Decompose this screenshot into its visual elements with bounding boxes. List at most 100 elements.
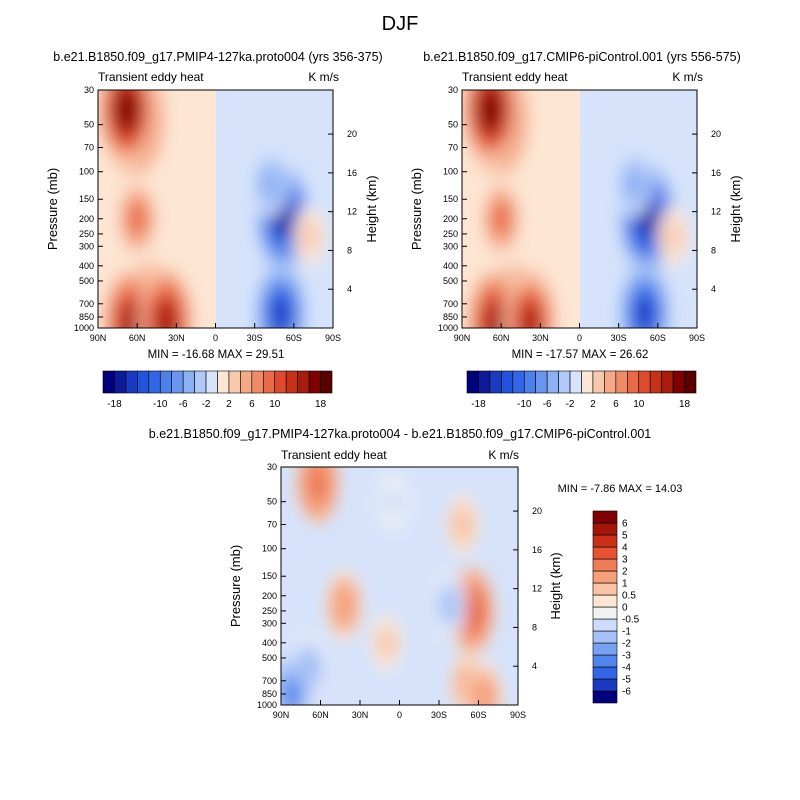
panel-1-axes: 90N 60N 30N 0 30S 60S 90S 30 50 70 100 150 200 250 300…: [74, 85, 357, 343]
colorbar-swatch: [251, 370, 264, 394]
colorbar-swatch: [159, 370, 172, 394]
panel-1-xtick-label: 90S: [325, 333, 341, 343]
panel-3-feature-9-level-4: [385, 491, 400, 513]
panel-3-ytick-label: 300: [262, 618, 277, 628]
colorbar-swatch: [501, 370, 514, 394]
colorbar-swatch: [672, 370, 685, 394]
colorbar-tick-label: 4: [622, 543, 628, 554]
panel-3-ytick-label: 150: [262, 571, 277, 581]
panel-3-xtick-label: 0: [397, 710, 402, 720]
panel-2-colorbar: -18 -10 -6 -2 2 6 10 18: [466, 370, 697, 410]
colorbar-tick-label: -6: [543, 399, 552, 410]
panel-1-ytick-label: 300: [79, 241, 94, 251]
panel-1-features: [98, 90, 326, 328]
colorbar-tick-label: 10: [633, 399, 645, 410]
panel-3-feature-8-level-4: [442, 593, 457, 617]
colorbar-tick-label: -5: [622, 675, 631, 686]
panel-1-feature-8-level-4: [271, 297, 290, 328]
colorbar-swatch: [592, 618, 618, 632]
panel-3-axes: 90N 60N 30N 0 30S 60S 90S 30 50 70 100 150 200 250 300…: [257, 462, 542, 720]
panel-3-feature-2-level-4: [463, 597, 481, 625]
panel-1-ytick-right-label: 16: [347, 168, 357, 178]
panel-3-ytick-label: 70: [267, 520, 277, 530]
panel-1-ytick-right-label: 20: [347, 129, 357, 139]
panel-3-ytick-right-label: 20: [532, 506, 542, 516]
colorbar-swatch: [114, 370, 127, 394]
panel-1-ytick-label: 70: [84, 143, 94, 153]
colorbar-swatch: [466, 370, 479, 394]
panel-2-ytick-label: 300: [443, 241, 458, 251]
panel-2-ytick-label: 30: [448, 85, 458, 95]
colorbar-tick-label: -18: [471, 399, 486, 410]
panel-1-xtick-label: 0: [213, 333, 218, 343]
panel-1-left-string: Transient eddy heat: [98, 70, 204, 84]
panel-1-xtick-label: 30N: [168, 333, 185, 343]
panel-1-ytick-right-label: 8: [347, 245, 352, 255]
panel-3-ytick-label: 250: [262, 606, 277, 616]
panel-2-feature-4-level-4: [485, 306, 505, 328]
panel-3-ytick-label: 1000: [257, 700, 277, 710]
colorbar-tick-label: 2: [590, 399, 596, 410]
panel-1-feature-4-level-4: [121, 306, 141, 328]
colorbar-swatch: [285, 370, 298, 394]
panel-1-ytick-label: 50: [84, 120, 94, 130]
colorbar-tick-label: 5: [622, 531, 628, 542]
colorbar-tick-label: 0: [622, 603, 628, 614]
panel-3-right-string: K m/s: [488, 448, 519, 462]
panel-1-xtick-label: 60S: [286, 333, 302, 343]
colorbar-swatch: [240, 370, 253, 394]
panel-2-feature-10-level-4: [666, 225, 681, 248]
colorbar-tick-label: -0.5: [622, 615, 640, 626]
colorbar-swatch: [228, 370, 241, 394]
panel-2-ytick-label: 250: [443, 229, 458, 239]
colorbar-swatch: [489, 370, 502, 394]
panel-1-xtick-label: 90N: [90, 333, 107, 343]
panel-2-ylabel: Pressure (mb): [409, 168, 424, 250]
panel-3-ytick-label: 100: [262, 544, 277, 554]
panel-1: b.e21.B1850.f09_g17.PMIP4-127ka.proto004…: [45, 50, 383, 410]
panel-3-ytick-label: 50: [267, 497, 277, 507]
panel-1-feature-10-level-4: [302, 225, 317, 248]
panel-2-ytick-label: 150: [443, 194, 458, 204]
panel-1-ytick-label: 700: [79, 299, 94, 309]
colorbar-swatch: [592, 570, 618, 584]
panel-1-ylabel-right: Height (km): [364, 175, 379, 242]
panel-3-field: [281, 467, 518, 705]
panel-3-feature-1-level-4: [336, 593, 352, 618]
panel-1-ytick-right-label: 4: [347, 284, 352, 294]
panel-1-ytick-label: 200: [79, 214, 94, 224]
colorbar-swatch: [604, 370, 617, 394]
colorbar-tick-label: -10: [517, 399, 532, 410]
colorbar-swatch: [592, 606, 618, 620]
panel-2-xtick-label: 90S: [689, 333, 705, 343]
panel-2-feature-1-level-4: [480, 93, 501, 126]
colorbar-tick-label: -1: [622, 627, 631, 638]
colorbar-swatch: [320, 370, 333, 394]
colorbar-tick-label: 0.5: [622, 591, 636, 602]
panel-3-xtick-label: 30N: [352, 710, 369, 720]
colorbar-swatch: [546, 370, 559, 394]
colorbar-tick-label: -3: [622, 651, 631, 662]
panel-3-xtick-label: 90N: [273, 710, 290, 720]
panel-2-xtick-label: 0: [577, 333, 582, 343]
colorbar-tick-label: 18: [679, 399, 691, 410]
panel-3-left-string: Transient eddy heat: [281, 448, 387, 462]
colorbar-swatch: [684, 370, 697, 394]
colorbar-swatch: [194, 370, 207, 394]
panel-2-ytick-right-label: 20: [711, 129, 721, 139]
panel-2-ytick-label: 100: [443, 167, 458, 177]
colorbar-tick-label: 6: [249, 399, 255, 410]
panel-3-minmax: MIN = -7.86 MAX = 14.03: [558, 483, 683, 495]
panel-3-features: [281, 467, 503, 705]
panel-1-colorbar: -18 -10 -6 -2 2 6 10 18: [102, 370, 333, 410]
colorbar-swatch: [592, 582, 618, 596]
panel-3-feature-10-level-4: [379, 632, 394, 654]
panel-2-ytick-right-label: 12: [711, 207, 721, 217]
panel-3-ylabel: Pressure (mb): [228, 545, 243, 627]
colorbar-tick-label: 2: [622, 567, 628, 578]
colorbar-swatch: [592, 666, 618, 680]
panel-3-feature-7-level-4: [283, 680, 300, 705]
panel-2-xtick-label: 90N: [454, 333, 471, 343]
panel-1-ytick-label: 150: [79, 194, 94, 204]
panel-2-axes: 90N 60N 30N 0 30S 60S 90S 30 50 70 100 150 200 250 300…: [438, 85, 721, 343]
